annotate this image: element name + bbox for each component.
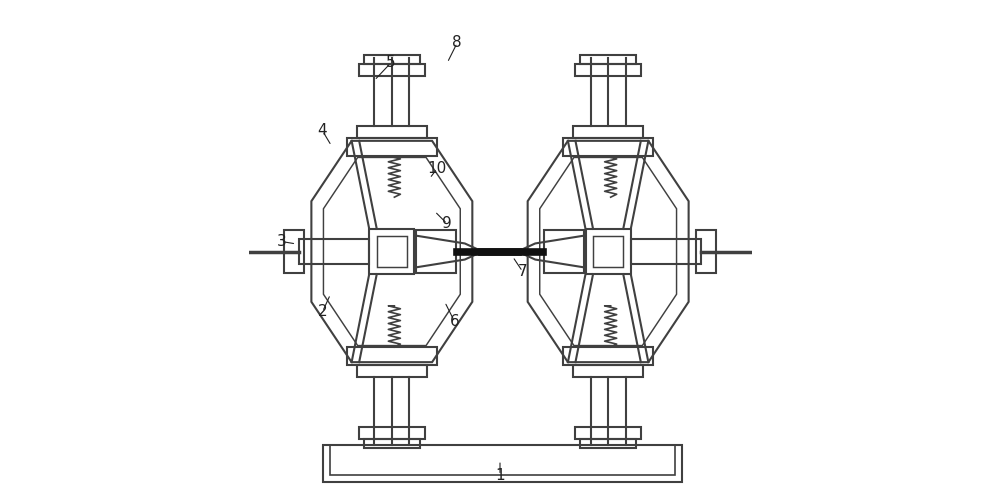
Bar	[586, 229, 631, 274]
Bar	[347, 347, 437, 365]
Bar	[575, 64, 641, 76]
Text: 7: 7	[518, 264, 527, 279]
Text: 2: 2	[318, 304, 327, 319]
Bar	[544, 230, 584, 273]
Bar	[284, 230, 304, 273]
Bar	[347, 138, 437, 156]
Text: 4: 4	[318, 123, 327, 138]
Bar	[299, 239, 369, 264]
Bar	[364, 55, 420, 64]
Bar	[631, 239, 701, 264]
Text: 5: 5	[386, 55, 396, 70]
Bar	[563, 138, 653, 156]
Text: 1: 1	[495, 468, 505, 483]
Bar	[364, 439, 420, 448]
Bar	[696, 230, 716, 273]
Bar	[580, 439, 636, 448]
Bar	[377, 236, 407, 267]
Bar	[593, 236, 623, 267]
Text: 9: 9	[442, 216, 452, 231]
Text: 10: 10	[428, 161, 447, 176]
Text: 6: 6	[450, 314, 460, 329]
Bar	[357, 365, 427, 377]
Bar	[580, 55, 636, 64]
Bar	[573, 126, 643, 138]
Bar	[330, 445, 675, 475]
Bar	[563, 347, 653, 365]
Bar	[323, 445, 682, 482]
Bar	[575, 427, 641, 439]
Bar	[357, 126, 427, 138]
Text: 3: 3	[276, 234, 286, 249]
Bar	[359, 427, 425, 439]
Bar	[573, 365, 643, 377]
Bar	[359, 64, 425, 76]
Bar	[416, 230, 456, 273]
Bar	[369, 229, 414, 274]
Text: 8: 8	[452, 35, 462, 50]
